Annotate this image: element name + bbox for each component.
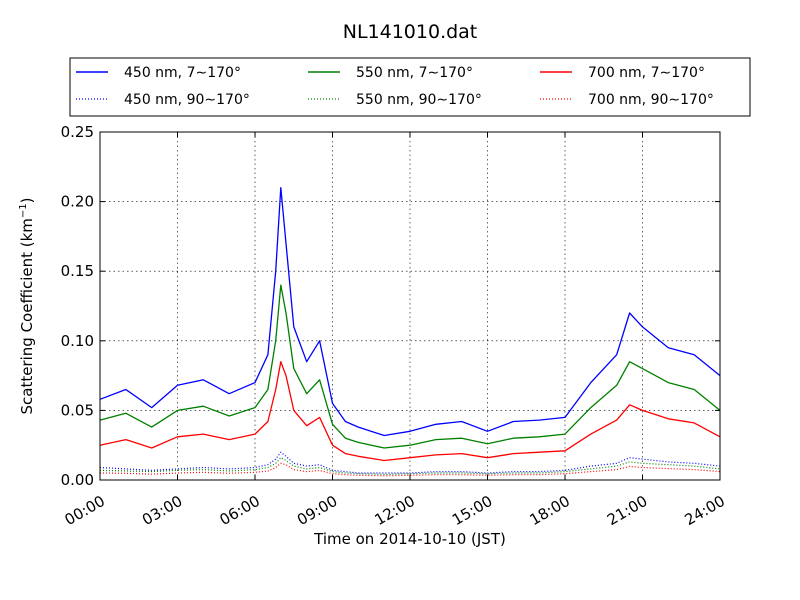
y-axis-label: Scattering Coefficient (km−1) bbox=[18, 197, 36, 414]
x-tick-label: 09:00 bbox=[294, 492, 340, 529]
x-tick-label: 18:00 bbox=[527, 492, 573, 529]
y-tick-label: 0.20 bbox=[61, 193, 94, 211]
legend-label: 450 nm, 7∼170° bbox=[124, 65, 241, 81]
x-tick-label: 06:00 bbox=[217, 492, 263, 529]
series-line bbox=[99, 284, 721, 449]
x-axis-label: Time on 2014-10-10 (JST) bbox=[313, 530, 506, 548]
x-tick-label: 03:00 bbox=[139, 492, 185, 529]
axis-ticks: 00:00 03:00 06:00 09:00 12:00 15:00 18:00 21:00… bbox=[61, 123, 728, 529]
y-tick-label: 0.25 bbox=[61, 123, 94, 141]
legend-label: 450 nm, 90∼170° bbox=[124, 92, 250, 108]
x-tick-label: 00:00 bbox=[62, 492, 108, 529]
x-tick-label: 12:00 bbox=[372, 492, 418, 529]
grid-lines bbox=[100, 132, 720, 480]
plot-frame bbox=[99, 131, 721, 481]
y-tick-label: 0.15 bbox=[61, 262, 94, 280]
legend-label: 700 nm, 90∼170° bbox=[588, 92, 714, 108]
y-tick-label: 0.10 bbox=[61, 332, 94, 350]
x-tick-label: 24:00 bbox=[682, 492, 728, 529]
y-axis-label-main: Scattering Coefficient (km bbox=[18, 218, 36, 414]
y-tick-label: 0.05 bbox=[61, 401, 94, 419]
legend-label: 700 nm, 7∼170° bbox=[588, 65, 705, 81]
x-tick-label: 21:00 bbox=[604, 492, 650, 529]
legend-entries: 450 nm, 7∼170° 550 nm, 7∼170° 700 nm, 7∼17… bbox=[76, 65, 714, 108]
series-lines bbox=[99, 187, 721, 477]
legend-box bbox=[69, 57, 751, 117]
legend: 450 nm, 7∼170° 550 nm, 7∼170° 700 nm, 7∼17… bbox=[69, 57, 751, 117]
legend-label: 550 nm, 7∼170° bbox=[356, 65, 473, 81]
series-line bbox=[99, 187, 721, 437]
x-tick-label: 15:00 bbox=[449, 492, 495, 529]
y-tick-label: 0.00 bbox=[61, 471, 94, 489]
legend-label: 550 nm, 90∼170° bbox=[356, 92, 482, 108]
y-axis-label-exponent: −1 bbox=[18, 203, 29, 218]
chart-title: NL141010.dat bbox=[343, 21, 478, 43]
series-line bbox=[99, 361, 721, 462]
y-axis-label-end: ) bbox=[18, 197, 36, 203]
